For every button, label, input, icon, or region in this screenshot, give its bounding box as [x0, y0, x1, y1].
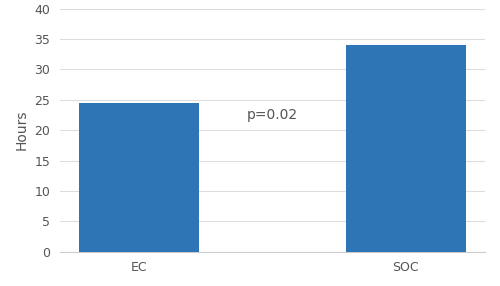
- Bar: [346, 45, 466, 252]
- Text: p=0.02: p=0.02: [247, 108, 298, 122]
- Bar: [80, 103, 199, 252]
- Y-axis label: Hours: Hours: [15, 110, 29, 150]
